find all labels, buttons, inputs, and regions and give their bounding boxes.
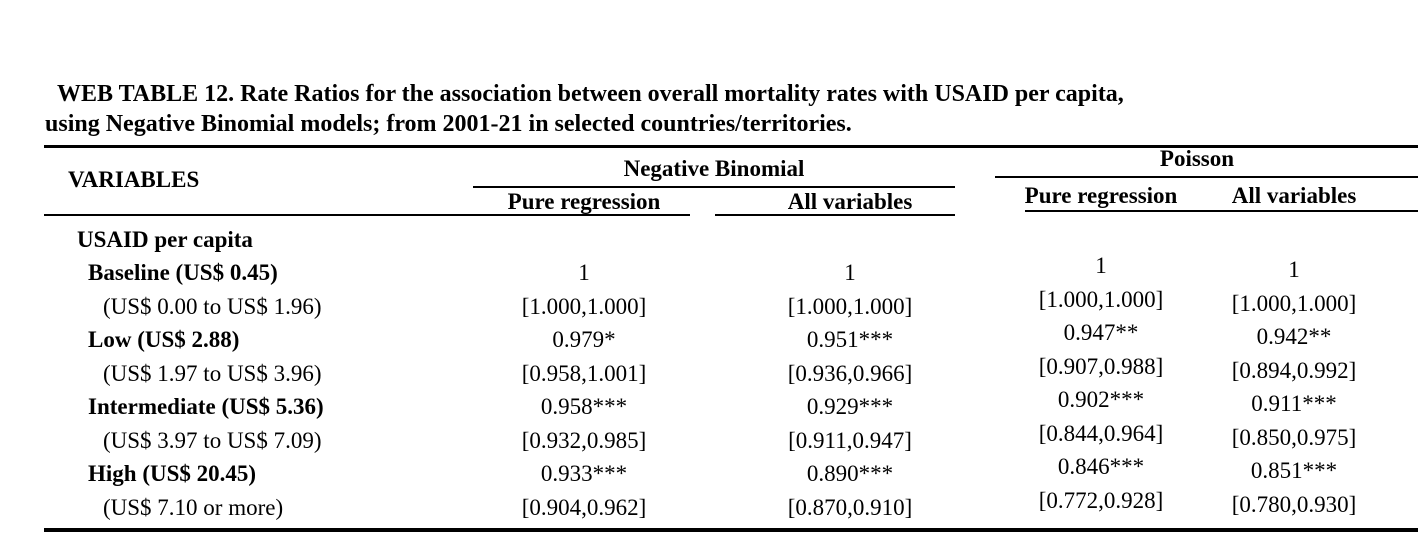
- table-bottom-rule: [44, 528, 1418, 532]
- negative-binomial-spanner-rule: [473, 186, 955, 188]
- cell-nb-pure: [0.904,0.962]: [521, 495, 647, 520]
- row-label: Intermediate (US$ 5.36): [88, 394, 324, 419]
- column-header-po-all-variables: All variables: [1231, 183, 1357, 208]
- row-label: (US$ 7.10 or more): [103, 495, 284, 520]
- table-title-line1: WEB TABLE 12. Rate Ratios for the associ…: [57, 81, 1124, 107]
- poisson-spanner-rule: [995, 176, 1418, 178]
- cell-nb-pure: 0.979*: [552, 327, 616, 352]
- cell-po-pure: 1: [1095, 253, 1107, 278]
- cell-nb-all: 0.929***: [806, 394, 894, 419]
- column-header-nb-all-variables: All variables: [787, 189, 913, 214]
- row-label: (US$ 1.97 to US$ 3.96): [103, 361, 322, 386]
- cell-po-pure: 0.902***: [1057, 387, 1145, 412]
- table-row: High (US$ 20.45) 0.933*** 0.890*** 0.846…: [0, 454, 1418, 488]
- cell-po-all: 0.942**: [1256, 324, 1332, 349]
- cell-nb-pure: [1.000,1.000]: [521, 294, 647, 319]
- table-row: Low (US$ 2.88) 0.979* 0.951*** 0.947** 0…: [0, 320, 1418, 354]
- group-header-negative-binomial: Negative Binomial: [623, 156, 805, 181]
- column-header-variables: VARIABLES: [68, 167, 200, 192]
- cell-po-all: [0.850,0.975]: [1231, 425, 1357, 450]
- row-label: High (US$ 20.45): [88, 461, 257, 486]
- table-row: (US$ 3.97 to US$ 7.09) [0.932,0.985] [0.…: [0, 421, 1418, 455]
- subheader-rule-right: [1025, 210, 1418, 212]
- cell-nb-all: 0.890***: [806, 461, 894, 486]
- cell-po-all: [0.780,0.930]: [1231, 492, 1357, 517]
- table-row: Baseline (US$ 0.45) 1 1 1 1: [0, 253, 1418, 287]
- cell-po-pure: 0.846***: [1057, 454, 1145, 479]
- table-row: Intermediate (US$ 5.36) 0.958*** 0.929**…: [0, 387, 1418, 421]
- subheader-rule-left: [44, 214, 690, 216]
- table-top-rule: [44, 145, 1418, 148]
- cell-po-pure: [1.000,1.000]: [1038, 287, 1164, 312]
- cell-nb-all: 0.951***: [806, 327, 894, 352]
- cell-po-all: 1: [1288, 257, 1300, 282]
- cell-po-all: 0.911***: [1251, 391, 1337, 416]
- subheader-rule-middle: [715, 214, 955, 216]
- cell-po-pure: 0.947**: [1063, 320, 1139, 345]
- table-row: (US$ 0.00 to US$ 1.96) [1.000,1.000] [1.…: [0, 287, 1418, 321]
- table-row: USAID per capita: [0, 226, 1418, 254]
- row-label: Low (US$ 2.88): [88, 327, 240, 352]
- cell-po-pure: [0.907,0.988]: [1038, 354, 1164, 379]
- cell-po-all: [0.894,0.992]: [1231, 358, 1357, 383]
- cell-po-all: 0.851***: [1250, 458, 1338, 483]
- cell-po-all: [1.000,1.000]: [1231, 291, 1357, 316]
- cell-nb-all: [0.870,0.910]: [787, 495, 913, 520]
- cell-nb-all: 1: [844, 260, 856, 285]
- table-row: (US$ 7.10 or more) [0.904,0.962] [0.870,…: [0, 488, 1418, 522]
- cell-nb-pure: [0.958,1.001]: [521, 361, 647, 386]
- column-header-nb-pure-regression: Pure regression: [507, 189, 661, 214]
- cell-nb-pure: [0.932,0.985]: [521, 428, 647, 453]
- cell-nb-all: [0.911,0.947]: [788, 428, 912, 453]
- row-label: USAID per capita: [77, 227, 253, 252]
- cell-nb-all: [0.936,0.966]: [787, 361, 913, 386]
- cell-nb-pure: 0.958***: [540, 394, 628, 419]
- cell-nb-all: [1.000,1.000]: [787, 294, 913, 319]
- cell-nb-pure: 1: [578, 260, 590, 285]
- table-title-line2: using Negative Binomial models; from 200…: [45, 111, 852, 137]
- row-label: (US$ 0.00 to US$ 1.96): [103, 294, 322, 319]
- column-header-po-pure-regression: Pure regression: [1024, 183, 1178, 208]
- row-label: (US$ 3.97 to US$ 7.09): [103, 428, 322, 453]
- group-header-poisson: Poisson: [1159, 146, 1235, 171]
- row-label: Baseline (US$ 0.45): [88, 260, 278, 285]
- cell-po-pure: [0.772,0.928]: [1038, 488, 1164, 513]
- cell-nb-pure: 0.933***: [540, 461, 628, 486]
- cell-po-pure: [0.844,0.964]: [1038, 421, 1164, 446]
- table-row: (US$ 1.97 to US$ 3.96) [0.958,1.001] [0.…: [0, 354, 1418, 388]
